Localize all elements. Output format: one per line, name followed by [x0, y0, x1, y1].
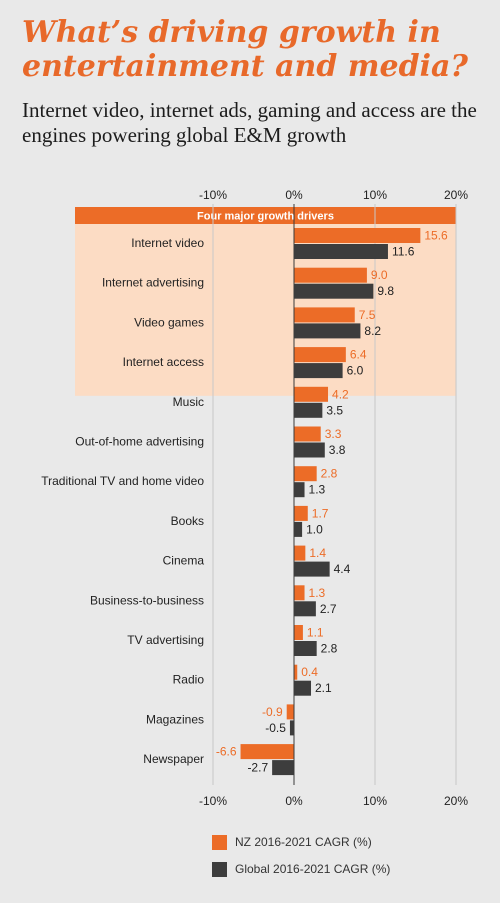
category-label: TV advertising: [127, 633, 204, 647]
value-label-global: -2.7: [247, 761, 268, 775]
bar-global: [294, 561, 330, 577]
category-label: Traditional TV and home video: [41, 474, 204, 488]
value-label-global: 4.4: [334, 562, 351, 576]
category-label: Cinema: [163, 554, 205, 568]
bar-nz: [294, 307, 355, 323]
bar-global: [272, 760, 294, 776]
category-label: Video games: [134, 315, 204, 329]
value-label-nz: 2.8: [321, 467, 338, 481]
category-label: Out-of-home advertising: [75, 435, 204, 449]
category-label: Radio: [173, 673, 205, 687]
legend-label-nz: NZ 2016-2021 CAGR (%): [235, 835, 372, 849]
value-label-global: 9.8: [377, 284, 394, 298]
bar-nz: [286, 704, 294, 720]
category-label: Business-to-business: [90, 593, 204, 607]
category-label: Newspaper: [143, 752, 204, 766]
x-tick-label-bottom: 20%: [444, 794, 468, 808]
bar-global: [294, 482, 305, 498]
bar-global: [294, 680, 312, 696]
legend-swatch-nz: [212, 834, 227, 850]
value-label-global: 2.8: [321, 642, 338, 656]
value-label-nz: 4.2: [332, 387, 349, 401]
value-label-global: 6.0: [347, 364, 364, 378]
chart-title: What’s driving growth in entertainment a…: [22, 15, 468, 84]
category-label: Internet access: [123, 355, 204, 369]
bar-global: [294, 244, 388, 259]
highlight-header: [75, 207, 456, 224]
bar-global: [294, 521, 303, 537]
value-label-nz: 1.3: [309, 586, 326, 600]
value-label-nz: 7.5: [359, 308, 376, 322]
bar-nz: [294, 585, 305, 601]
bar-global: [294, 283, 374, 299]
x-tick-label-bottom: 0%: [285, 794, 303, 808]
category-label: Internet advertising: [102, 276, 204, 290]
category-label: Books: [171, 514, 204, 528]
x-tick-label-top: -10%: [199, 188, 227, 202]
chart-legend: NZ 2016-2021 CAGR (%) Global 2016-2021 C…: [212, 834, 390, 888]
value-label-nz: 15.6: [424, 229, 448, 243]
value-label-nz: 9.0: [371, 268, 388, 282]
value-label-nz: 6.4: [350, 348, 367, 362]
legend-item-global: Global 2016-2021 CAGR (%): [212, 861, 390, 877]
bar-global: [294, 363, 343, 379]
value-label-global: 11.6: [392, 245, 415, 259]
x-tick-label-top: 0%: [285, 188, 303, 202]
bar-nz: [294, 466, 317, 482]
bar-nz: [294, 347, 346, 363]
bar-global: [289, 720, 294, 736]
bar-global: [294, 641, 317, 656]
category-label: Music: [173, 395, 204, 409]
value-label-global: 2.7: [320, 602, 337, 616]
value-label-global: 1.0: [306, 522, 323, 536]
legend-item-nz: NZ 2016-2021 CAGR (%): [212, 834, 390, 850]
value-label-nz: -6.6: [216, 745, 237, 759]
bar-nz: [294, 386, 329, 402]
x-tick-label-top: 20%: [444, 188, 468, 202]
value-label-global: -0.5: [265, 721, 286, 735]
bar-nz: [294, 545, 306, 561]
bar-nz: [294, 228, 421, 243]
legend-swatch-global: [212, 861, 227, 877]
chart-subtitle: Internet video, internet ads, gaming and…: [22, 98, 477, 147]
x-tick-label-bottom: 10%: [363, 794, 387, 808]
highlight-header-label: Four major growth drivers: [197, 211, 334, 223]
value-label-global: 2.1: [315, 681, 332, 695]
value-label-global: 3.5: [326, 403, 343, 417]
bar-global: [294, 402, 323, 418]
bar-global: [294, 323, 361, 339]
highlight-panel: [75, 224, 456, 396]
value-label-nz: 1.1: [307, 626, 324, 640]
value-label-global: 3.8: [329, 443, 346, 457]
bar-global: [294, 601, 316, 617]
value-label-global: 1.3: [309, 483, 326, 497]
bar-nz: [294, 426, 321, 442]
value-label-nz: 1.4: [309, 546, 326, 560]
bar-global: [294, 442, 325, 458]
bar-nz: [294, 664, 298, 680]
value-label-nz: 1.7: [312, 506, 329, 520]
x-tick-label-top: 10%: [363, 188, 387, 202]
category-label: Internet video: [131, 236, 204, 250]
bar-nz: [240, 744, 294, 760]
legend-label-global: Global 2016-2021 CAGR (%): [235, 862, 391, 876]
category-label: Magazines: [146, 712, 204, 726]
x-tick-label-bottom: -10%: [199, 794, 227, 808]
bar-nz: [294, 505, 308, 521]
value-label-nz: 0.4: [301, 665, 318, 679]
bar-nz: [294, 267, 367, 283]
value-label-global: 8.2: [364, 324, 381, 338]
value-label-nz: -0.9: [262, 705, 283, 719]
growth-drivers-bar-chart: Four major growth drivers -10% -10% 0% 0% 10%…: [41, 188, 468, 808]
value-label-nz: 3.3: [325, 427, 342, 441]
bar-nz: [294, 625, 303, 640]
